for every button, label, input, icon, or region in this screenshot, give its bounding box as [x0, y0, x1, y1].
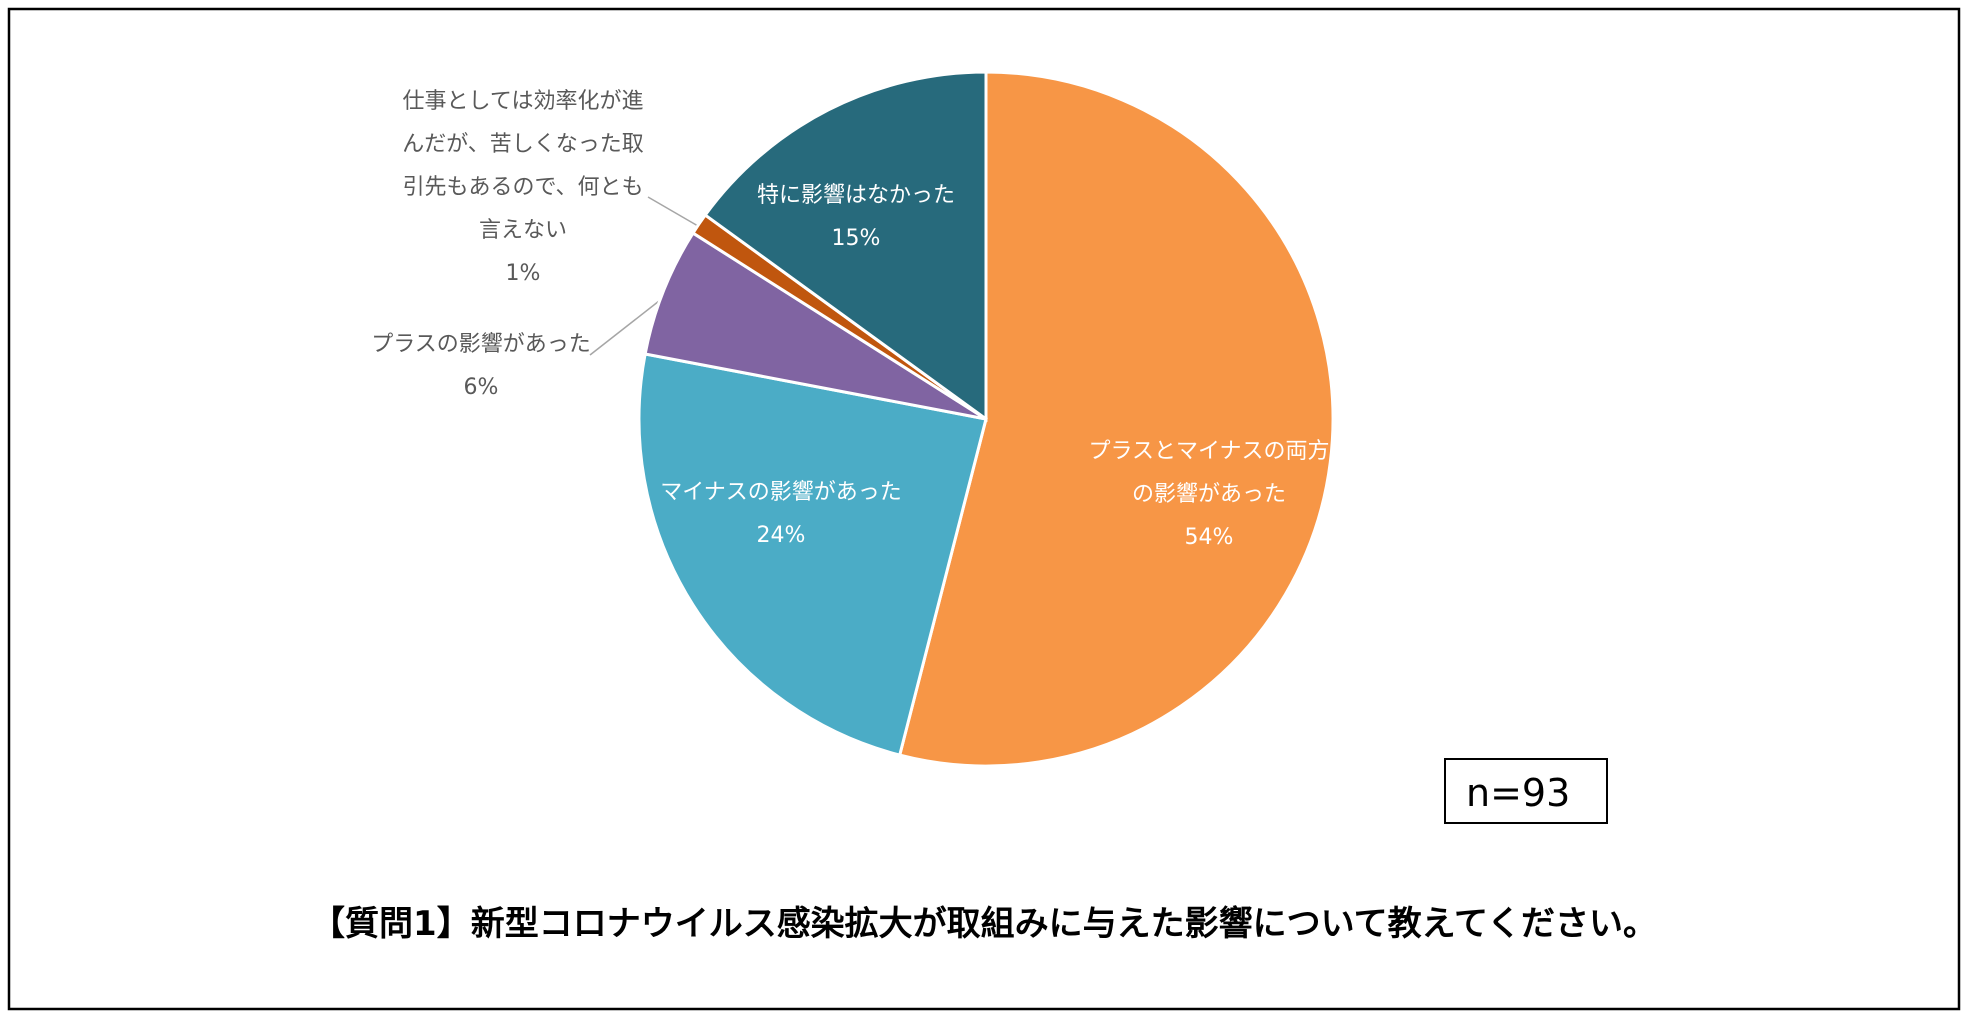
- chart-title: 【質問1】新型コロナウイルス感染拡大が取組みに与えた影響について教えてください。: [311, 904, 1657, 944]
- data-label: プラスとマイナスの両方の影響があった 54%: [1084, 430, 1334, 559]
- category-label: プラスとマイナスの両方の影響があった: [1088, 439, 1330, 507]
- value-label: 15%: [831, 226, 881, 251]
- leader-line: [647, 196, 699, 227]
- data-label: プラスの影響があった 6%: [351, 323, 611, 409]
- value-label: 24%: [756, 523, 806, 548]
- category-label: 仕事としては効率化が進んだが、苦しくなった取引先もあるので、何とも言えない: [402, 89, 644, 243]
- category-label: プラスの影響があった: [371, 332, 591, 357]
- category-label: マイナスの影響があった: [660, 480, 902, 505]
- pie-slice: [897, 70, 1335, 768]
- frame: [7, 7, 1961, 1011]
- pie-slice: [703, 70, 988, 422]
- value-label: 6%: [463, 375, 499, 400]
- data-label: マイナスの影響があった 24%: [631, 471, 931, 557]
- category-label: 特に影響はなかった: [756, 183, 955, 208]
- data-label: 仕事としては効率化が進んだが、苦しくなった取引先もあるので、何とも言えない 1%: [398, 80, 648, 295]
- value-label: 54%: [1184, 525, 1234, 550]
- value-label: 1%: [505, 261, 541, 286]
- annotation: n=93: [1444, 758, 1608, 824]
- data-label: 特に影響はなかった 15%: [736, 174, 976, 260]
- pie-slice: [643, 230, 987, 421]
- pie-slice: [637, 352, 988, 757]
- leader-line: [589, 300, 660, 356]
